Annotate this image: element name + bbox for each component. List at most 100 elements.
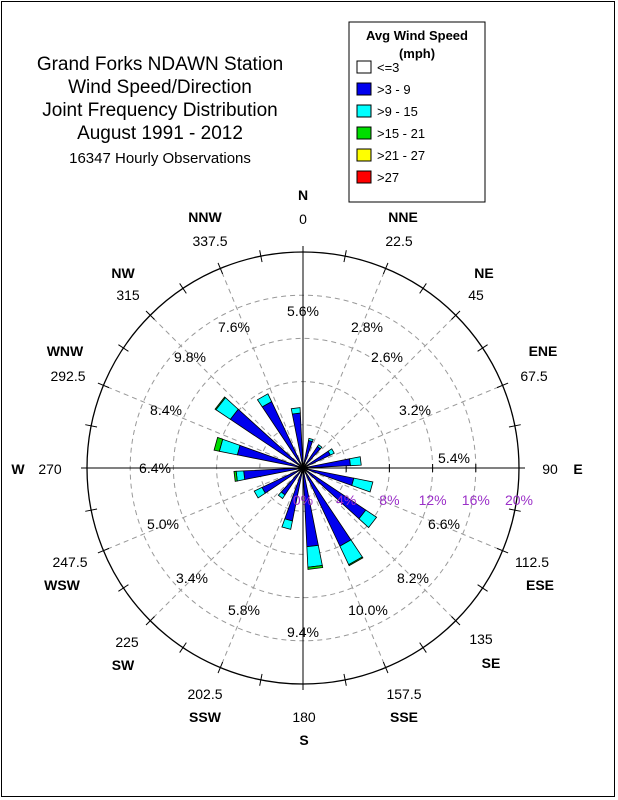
- legend-label: >15 - 21: [377, 126, 425, 141]
- ring-tick: [508, 508, 521, 512]
- direction-label: NNW: [188, 209, 222, 225]
- ring-tick: [508, 424, 521, 428]
- petal-segment: [256, 393, 273, 408]
- grid-spoke: [302, 268, 387, 469]
- direction-percent-label: 5.6%: [287, 303, 319, 319]
- legend-title-line-2: (mph): [399, 46, 435, 61]
- grid-spoke: [219, 467, 304, 668]
- legend-swatch: [356, 60, 372, 74]
- title-line-1: Grand Forks NDAWN Station: [37, 54, 283, 75]
- ring-tick: [419, 283, 427, 294]
- direction-degree-label: 247.5: [52, 554, 87, 570]
- radial-scale-label: 8%: [379, 492, 399, 508]
- ring-tick: [85, 424, 98, 428]
- direction-label: NNE: [388, 209, 418, 225]
- direction-percent-label: 2.6%: [371, 349, 403, 365]
- ring-tick: [382, 661, 389, 674]
- legend-swatch: [356, 170, 372, 184]
- legend-box: [348, 21, 486, 203]
- petal-segment: [213, 436, 224, 452]
- direction-degree-label: 45: [468, 287, 484, 303]
- ring-tick: [145, 310, 155, 320]
- legend-label: >21 - 27: [377, 148, 425, 163]
- ring-tick: [343, 673, 347, 686]
- direction-label: NE: [474, 265, 493, 281]
- petal-segment: [233, 470, 238, 482]
- direction-degree-label: 337.5: [192, 233, 227, 249]
- ring-tick: [477, 584, 488, 592]
- title-line-2: Wind Speed/Direction: [68, 77, 252, 98]
- petal-segment: [358, 509, 378, 529]
- direction-label: SSE: [390, 709, 418, 725]
- direction-percent-label: 9.8%: [174, 349, 206, 365]
- legend-swatch: [356, 82, 372, 96]
- petal-segment: [307, 565, 324, 570]
- direction-percent-label: 5.0%: [147, 516, 179, 532]
- petal-segment: [351, 477, 374, 493]
- ring-tick: [97, 547, 110, 554]
- ring-tick: [451, 616, 461, 626]
- legend-label: >27: [377, 170, 399, 185]
- direction-degree-label: 292.5: [50, 368, 85, 384]
- ring-tick: [217, 661, 224, 674]
- ring-tick: [179, 642, 187, 653]
- subtitle: 16347 Hourly Observations: [69, 150, 251, 167]
- title-line-3: Joint Frequency Distribution: [42, 100, 278, 121]
- legend-label: >9 - 15: [377, 104, 418, 119]
- grid-spoke: [302, 384, 503, 469]
- radial-scale-label: 4%: [336, 492, 356, 508]
- petal-segment: [308, 437, 314, 443]
- ring-tick: [217, 262, 224, 275]
- direction-percent-label: 7.6%: [218, 319, 250, 335]
- direction-label: NW: [111, 265, 135, 281]
- petal-segment: [327, 448, 335, 456]
- direction-percent-label: 5.8%: [228, 602, 260, 618]
- direction-percent-label: 9.4%: [287, 624, 319, 640]
- direction-degree-label: 112.5: [515, 554, 549, 570]
- ring-tick: [477, 344, 488, 352]
- ring-tick: [419, 642, 427, 653]
- grid-spoke: [302, 467, 457, 622]
- direction-degree-label: 202.5: [187, 686, 222, 702]
- direction-degree-label: 157.5: [386, 686, 421, 702]
- petal-segment: [306, 544, 323, 568]
- ring-tick: [496, 547, 509, 554]
- direction-percent-label: 8.2%: [397, 570, 429, 586]
- direction-degree-label: 0: [299, 211, 307, 227]
- direction-percent-label: 6.6%: [428, 516, 460, 532]
- direction-degree-label: 22.5: [385, 233, 412, 249]
- ring-tick: [118, 344, 129, 352]
- title-line-4: August 1991 - 2012: [77, 123, 243, 144]
- radial-scale-label: 20%: [505, 492, 533, 508]
- legend-title-line-1: Avg Wind Speed: [366, 28, 468, 43]
- direction-label: WSW: [44, 577, 81, 593]
- petal-segment: [277, 491, 286, 500]
- ring-tick: [496, 382, 509, 389]
- petal-segment: [316, 444, 323, 450]
- direction-label: ESE: [526, 577, 554, 593]
- petal-segment: [348, 556, 364, 567]
- direction-degree-label: 135: [469, 631, 493, 647]
- direction-degree-label: 180: [292, 709, 316, 725]
- petal-segment: [253, 486, 266, 499]
- grid-spoke: [302, 467, 503, 552]
- grid-spoke: [103, 384, 304, 469]
- grid-spoke: [219, 268, 304, 469]
- direction-label: N: [298, 187, 308, 203]
- direction-percent-label: 3.4%: [176, 570, 208, 586]
- direction-percent-label: 8.4%: [150, 402, 182, 418]
- radial-scale-label: 0%: [293, 492, 313, 508]
- grid-spoke: [149, 467, 304, 622]
- grid-spoke: [103, 467, 304, 552]
- direction-degree-label: 67.5: [520, 368, 547, 384]
- direction-percent-label: 2.8%: [351, 319, 383, 335]
- ring-tick: [382, 262, 389, 275]
- grid-spoke: [302, 467, 387, 668]
- direction-degree-label: 90: [542, 461, 558, 477]
- petal-segment: [290, 407, 301, 415]
- ring-tick: [97, 382, 110, 389]
- direction-label: S: [299, 732, 308, 748]
- direction-degree-label: 225: [115, 634, 139, 650]
- ring-tick: [259, 673, 263, 686]
